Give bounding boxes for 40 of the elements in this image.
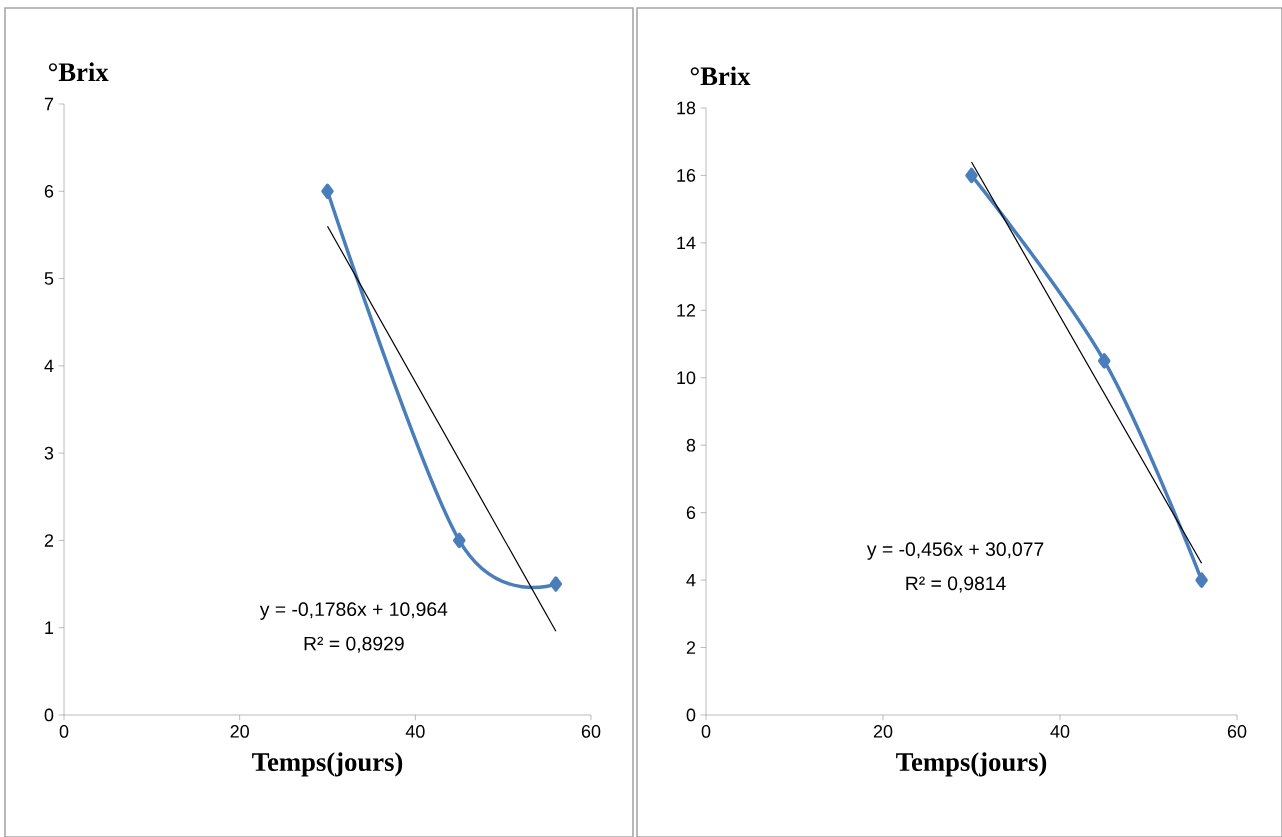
annotation: R² = 0,9814 xyxy=(906,576,1006,593)
y-tick-label: 8 xyxy=(686,438,696,452)
point xyxy=(1195,572,1208,588)
y-tick-label: 4 xyxy=(686,573,696,587)
y-tick-label: 5 xyxy=(44,272,54,285)
x-axis-title: Temps(jours) xyxy=(252,752,403,777)
point xyxy=(453,532,466,549)
y-tick-label: 2 xyxy=(686,641,696,654)
annotation: y = -0,1786x + 10,964 xyxy=(259,602,448,620)
x-tick-label: 0 xyxy=(59,725,69,738)
annotation: R² = 0,8929 xyxy=(304,636,404,653)
y-tick-label: 12 xyxy=(677,304,696,317)
x-tick-label: 40 xyxy=(1050,725,1070,738)
y-tick-label: 1 xyxy=(45,621,54,634)
point xyxy=(321,183,334,200)
y-tick-label: 6 xyxy=(686,506,696,520)
y-tick-label: 14 xyxy=(677,236,696,250)
annotation: y = -0,456x + 30,077 xyxy=(866,542,1044,560)
y-tick-label: 10 xyxy=(677,371,696,385)
point xyxy=(549,576,563,592)
y-tick-label: 7 xyxy=(44,97,54,111)
y-tick-label: 0 xyxy=(44,708,54,722)
x-tick-label: 0 xyxy=(701,725,711,738)
x-tick-label: 20 xyxy=(230,725,249,738)
y-tick-label: 4 xyxy=(44,359,54,373)
point xyxy=(1098,353,1111,369)
y-axis-title: °Brix xyxy=(48,62,109,81)
x-axis-title: Temps(jours) xyxy=(896,752,1047,777)
y-tick-label: 18 xyxy=(677,101,696,115)
y-tick-label: 6 xyxy=(44,184,54,198)
y-tick-label: 0 xyxy=(686,708,696,722)
x-tick-label: 20 xyxy=(873,725,893,738)
y-tick-label: 2 xyxy=(44,534,54,547)
x-tick-label: 60 xyxy=(581,725,601,738)
y-tick-label: 16 xyxy=(677,169,696,182)
y-axis-title: °Brix xyxy=(690,66,751,86)
x-tick-label: 40 xyxy=(405,725,425,738)
y-tick-label: 3 xyxy=(44,446,54,460)
x-tick-label: 60 xyxy=(1227,725,1247,738)
point xyxy=(965,167,978,184)
